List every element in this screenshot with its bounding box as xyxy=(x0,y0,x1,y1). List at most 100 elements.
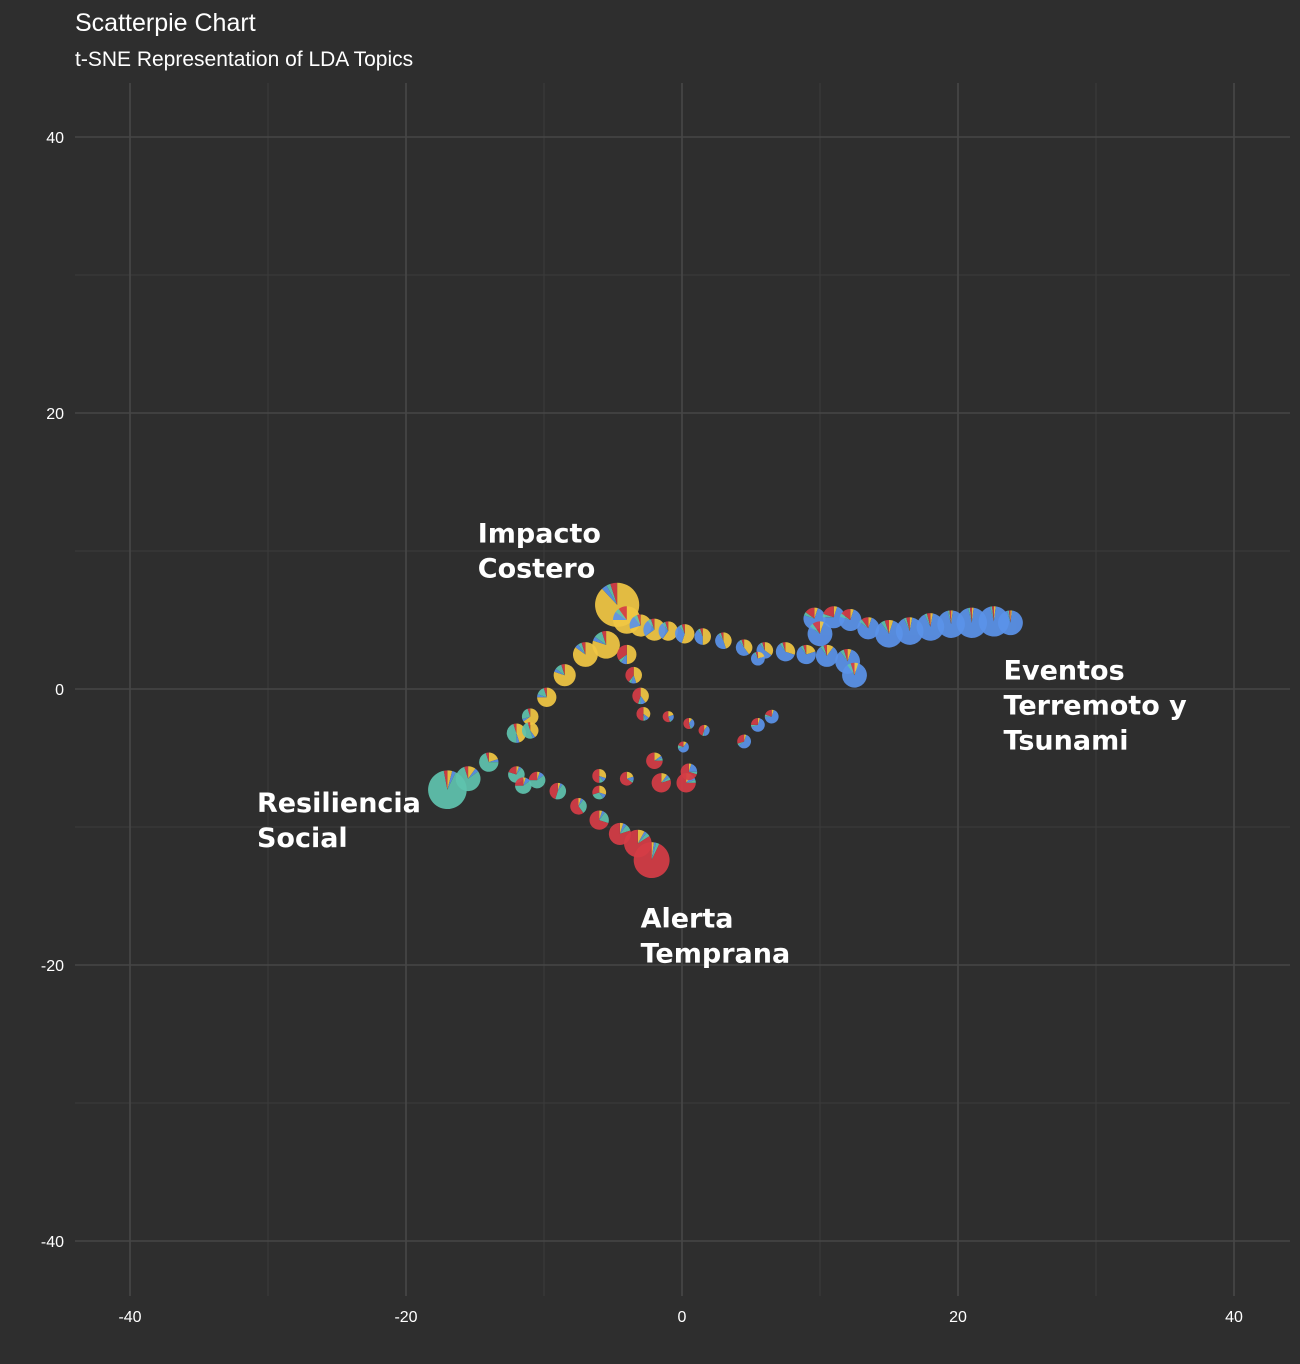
pie-slice xyxy=(741,639,745,648)
scatterpie-point xyxy=(632,687,649,705)
pie-slice xyxy=(636,706,644,721)
pie-slice xyxy=(617,644,627,661)
pie-slice xyxy=(889,620,894,634)
pie-slice xyxy=(678,741,684,747)
y-tick-label: -40 xyxy=(41,1234,64,1251)
pie-slice xyxy=(668,711,674,717)
pie-slice xyxy=(557,783,563,792)
pie-slice xyxy=(640,687,649,703)
pie-slice xyxy=(643,713,649,721)
pie-slice xyxy=(575,644,586,655)
pie-slice xyxy=(654,752,662,761)
x-tick-label: -40 xyxy=(118,1309,141,1326)
pie-slice xyxy=(637,829,645,844)
pie-slice xyxy=(601,631,607,645)
pie-slice xyxy=(807,621,833,647)
pie-slice xyxy=(968,607,972,623)
pie-slice xyxy=(626,776,634,781)
pie-slice xyxy=(626,771,634,779)
pie-slice xyxy=(906,617,910,632)
pie-slice xyxy=(633,842,670,879)
pie-slice xyxy=(751,724,758,728)
scatterpie-point xyxy=(633,842,670,879)
y-tick-label: -20 xyxy=(41,958,64,975)
cluster-label-line: Alerta xyxy=(641,904,734,935)
pie-slice xyxy=(555,664,565,676)
pie-slice xyxy=(737,741,745,746)
pie-slice xyxy=(638,695,641,705)
pie-slice xyxy=(589,810,609,830)
pie-slice xyxy=(751,718,765,732)
scatterpie-point xyxy=(737,734,751,749)
scatterpie-point xyxy=(839,608,862,632)
pie-slice xyxy=(464,766,469,779)
scatterpie-point xyxy=(592,785,607,800)
pie-slice xyxy=(651,842,657,861)
pie-slice xyxy=(581,642,586,655)
pie-slice xyxy=(688,719,695,728)
scatterpie-point xyxy=(807,621,833,647)
pie-slice xyxy=(700,628,703,637)
pie-slice xyxy=(815,646,838,667)
pie-slice xyxy=(447,771,456,790)
pie-slice xyxy=(619,824,631,834)
pie-slice xyxy=(969,607,972,623)
pie-slice xyxy=(956,607,987,638)
pie-slice xyxy=(592,792,604,800)
pie-slice xyxy=(679,624,685,634)
pie-slice xyxy=(646,752,663,770)
scatterpie-point xyxy=(455,766,481,792)
pie-slice xyxy=(553,664,576,687)
pie-slice xyxy=(842,663,867,688)
pie-slice xyxy=(447,770,453,790)
pie-slice xyxy=(839,613,851,620)
pie-slice xyxy=(677,745,684,749)
scatterpie-point xyxy=(651,773,671,793)
pie-slice xyxy=(688,723,693,729)
pie-slice xyxy=(488,759,499,763)
scatterpie-point xyxy=(553,664,576,687)
scatterpie-point xyxy=(822,606,845,629)
scatterpie-point xyxy=(916,613,945,641)
pie-slice xyxy=(751,653,765,666)
pie-slice xyxy=(621,654,627,665)
pie-slice xyxy=(668,714,674,722)
pie-slice xyxy=(651,842,654,861)
data-points xyxy=(428,582,1023,879)
pie-slice xyxy=(681,624,695,644)
pie-slice xyxy=(654,758,663,761)
pie-slice xyxy=(523,708,539,725)
pie-slice xyxy=(1008,610,1011,623)
scatterpie-point xyxy=(803,607,826,630)
pie-slice xyxy=(847,648,852,662)
pie-slice xyxy=(926,613,931,627)
pie-slice xyxy=(592,636,607,645)
pie-slice xyxy=(739,639,745,648)
pie-slice xyxy=(606,583,618,605)
pie-slice xyxy=(637,614,641,626)
pie-slice xyxy=(875,620,903,648)
scatterpie-point xyxy=(680,763,698,781)
cluster-label: Resiliencia Social xyxy=(257,788,421,854)
pie-slice xyxy=(443,770,448,790)
scatterpie-point xyxy=(662,711,674,723)
pie-slice xyxy=(738,734,751,749)
pie-slice xyxy=(561,664,565,676)
pie-slice xyxy=(640,695,646,705)
scatterpie-point xyxy=(694,628,711,645)
pie-slice xyxy=(681,624,685,634)
chart-subtitle: t-SNE Representation of LDA Topics xyxy=(75,48,413,71)
pie-slice xyxy=(455,766,481,792)
pie-slice xyxy=(704,724,708,731)
scatterpie-point xyxy=(521,722,539,739)
pie-slice xyxy=(753,652,758,659)
pie-slice xyxy=(516,766,519,775)
scatterpie-point xyxy=(775,642,796,662)
y-tick-label: 0 xyxy=(55,682,64,699)
pie-slice xyxy=(683,741,687,747)
pie-slice xyxy=(522,716,531,722)
scatterpie-point xyxy=(479,752,499,772)
cluster-label-line: Resiliencia xyxy=(257,788,421,819)
scatterpie-point xyxy=(815,644,838,667)
pie-slice xyxy=(528,771,538,781)
